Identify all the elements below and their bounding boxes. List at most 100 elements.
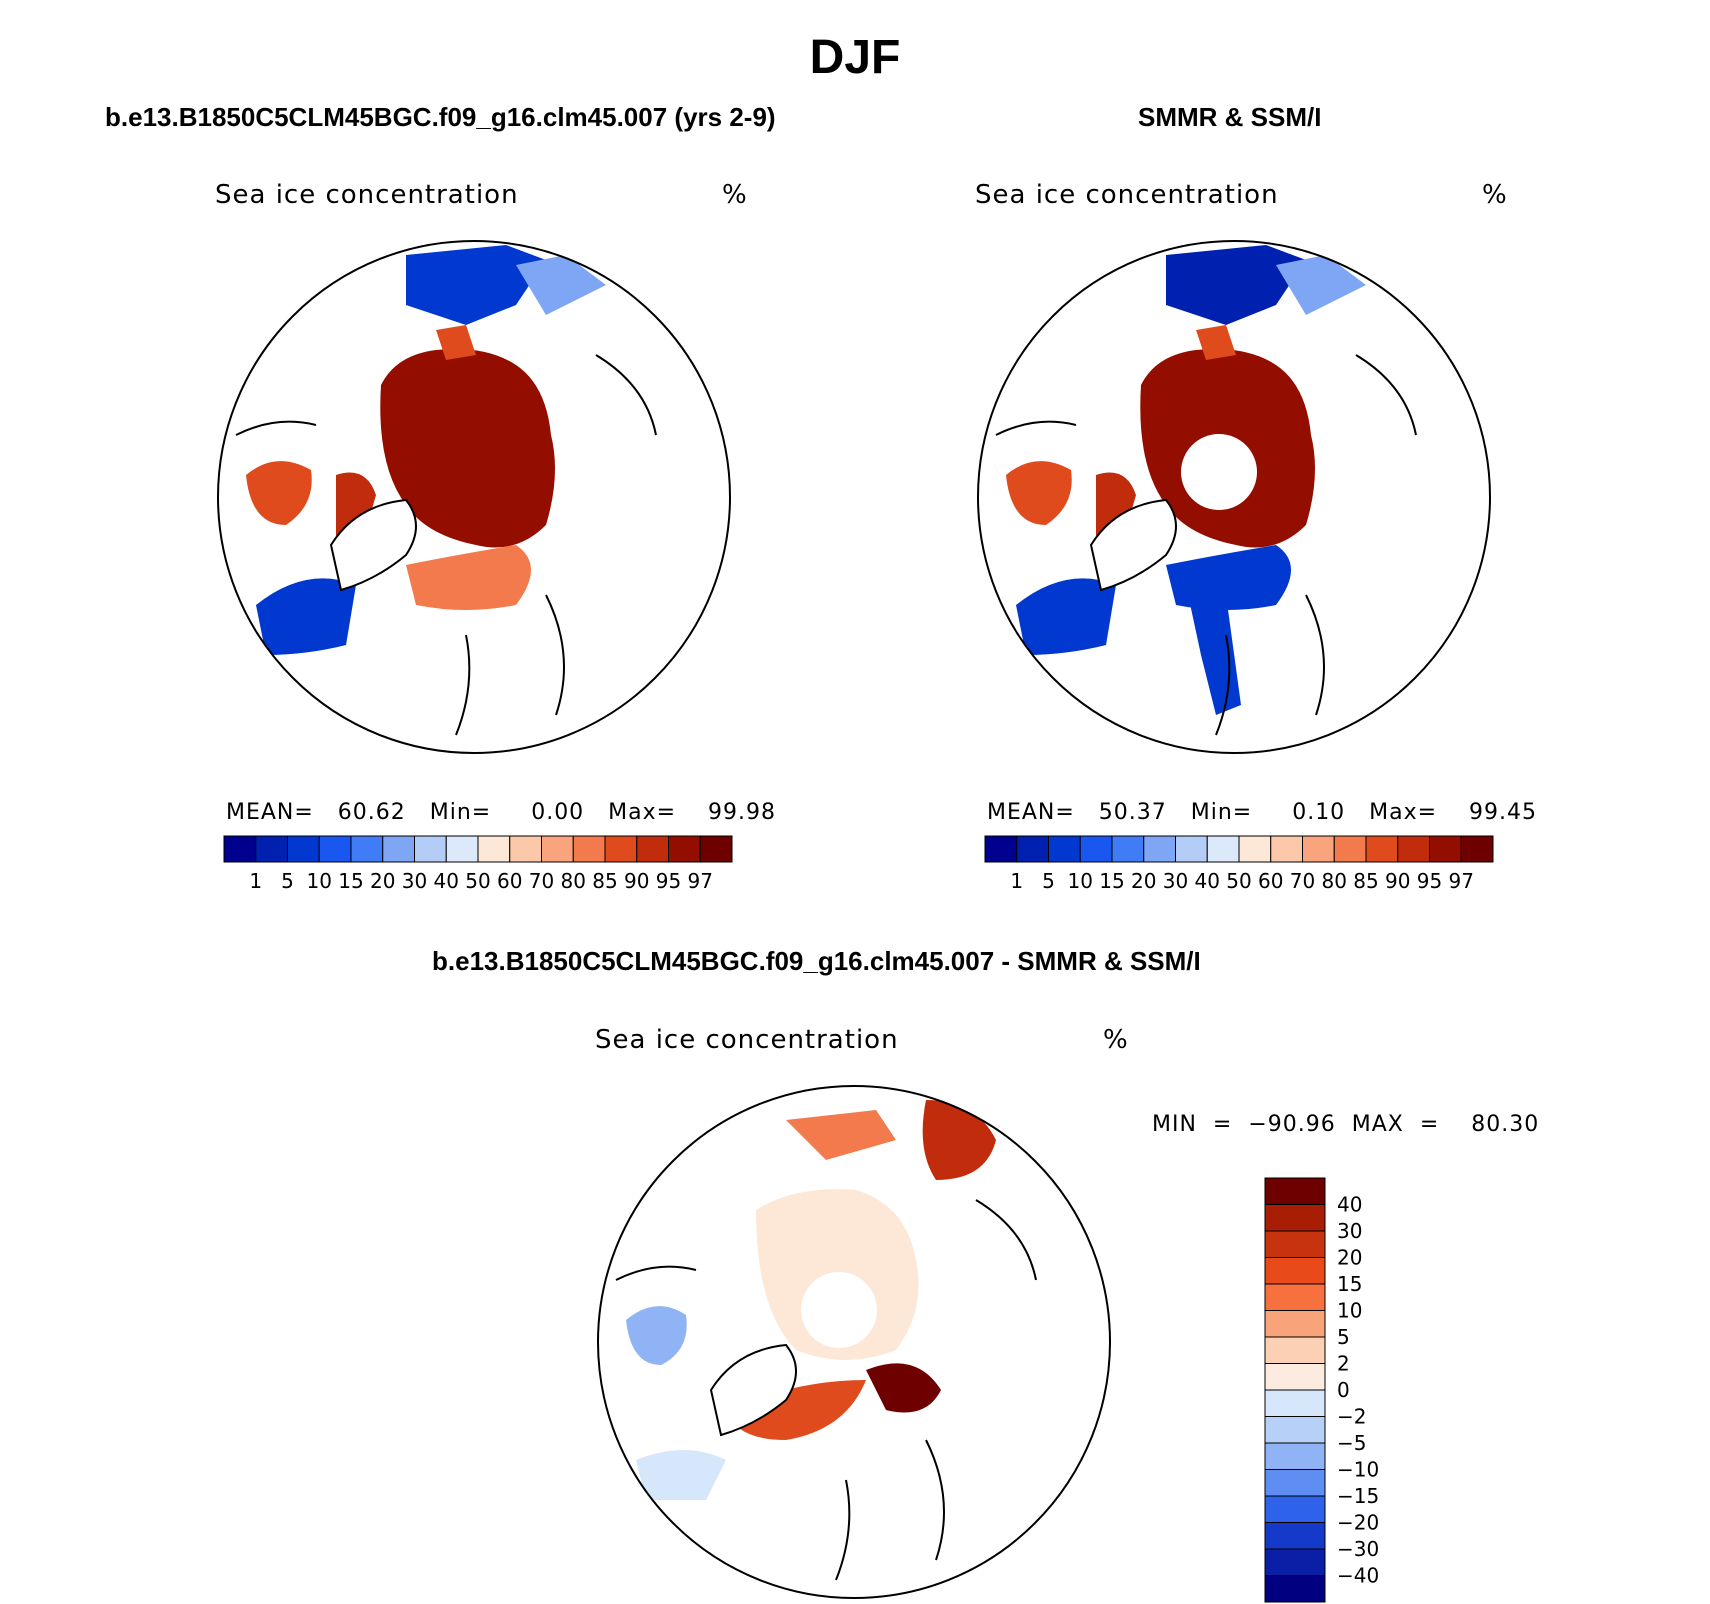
panel-2-chukchi-ice [1196, 325, 1236, 360]
panel-2-colorbar-box-12 [1365, 835, 1399, 863]
panel-1-colorbar-box-12 [604, 835, 638, 863]
panel-1-colorbar-tick-label: 80 [561, 869, 586, 893]
panel-1-colorbar-box-14 [668, 835, 701, 863]
panel-1-colorbar-tick-label: 97 [688, 869, 713, 893]
panel-2-colorbar-box-13 [1397, 835, 1430, 863]
panel-1-colorbar-tick-label: 50 [465, 869, 490, 893]
panel-1-title: b.e13.B1850C5CLM45BGC.f09_g16.clm45.007 … [105, 102, 776, 132]
panel-3-colorbar-tick-label: 40 [1337, 1193, 1362, 1217]
panel-1-colorbar-tick-label: 30 [402, 869, 427, 893]
panel-1-colorbar-tick-label: 85 [592, 869, 617, 893]
panel-2-greenland-sea-ice [1166, 545, 1291, 610]
panel-1-polar-map [217, 240, 731, 754]
panel-1-colorbar: 1 5 10 15 20 30 40 50 60 70 80 85 90 95 97 [223, 835, 733, 893]
panel-3-colorbar-box-5 [1264, 1310, 1326, 1338]
panel-2-okhotsk-ice [1276, 255, 1366, 315]
panel-3-colorbar-box-0 [1264, 1177, 1326, 1205]
figure-title: DJF [809, 31, 901, 84]
panel-3-colorbar-tick-label: 30 [1337, 1219, 1362, 1243]
panel-3-bering-diff [786, 1110, 896, 1160]
panel-3-pole-hole [801, 1272, 877, 1348]
panel-3-colorbar-tick-label: −2 [1337, 1405, 1366, 1429]
panel-3-hudson-bay-diff [626, 1306, 687, 1365]
panel-3-colorbar-box-15 [1264, 1575, 1326, 1603]
panel-2-colorbar-tick-label: 20 [1131, 869, 1156, 893]
panel-3-colorbar-tick-label: −10 [1337, 1458, 1379, 1482]
panel-3-polar-map [597, 1085, 1111, 1599]
panel-3-colorbar-box-12 [1264, 1495, 1326, 1523]
panel-2-hudson-bay-ice [1006, 461, 1072, 525]
panel-2-colorbar-tick-label: 50 [1226, 869, 1251, 893]
panel-1-colorbar-box-10 [541, 835, 574, 863]
panel-3-colorbar-box-7 [1264, 1363, 1326, 1391]
panel-3-barents-diff [866, 1363, 941, 1413]
panel-1-greenland-sea-ice [406, 545, 531, 610]
panel-3-colorbar-tick-label: 20 [1337, 1246, 1362, 1270]
panel-3-colorbar-box-3 [1264, 1257, 1326, 1285]
panel-1-colorbar-tick-label: 95 [656, 869, 681, 893]
panel-3-colorbar-box-4 [1264, 1283, 1326, 1311]
panel-2-colorbar-box-14 [1429, 835, 1462, 863]
panel-1-greenland-land [329, 498, 417, 592]
panel-3-colorbar-box-6 [1264, 1336, 1326, 1364]
panel-1-okhotsk-ice [516, 255, 606, 315]
panel-1-stats: MEAN= 60.62 Min= 0.00 Max= 99.98 [226, 800, 777, 825]
panel-3-colorbar-tick-label: −15 [1337, 1484, 1379, 1508]
panel-1-colorbar-tick-label: 15 [338, 869, 363, 893]
panel-2-colorbar-box-0 [984, 835, 1018, 863]
panel-1-colorbar-box-15 [699, 835, 733, 863]
panel-2-map-border [977, 240, 1491, 754]
panel-3-colorbar-box-9 [1264, 1416, 1326, 1444]
panel-2-colorbar-tick-label: 95 [1417, 869, 1442, 893]
panel-2-variable-label: Sea ice concentration [975, 180, 1279, 210]
panel-2-colorbar-tick-label: 60 [1258, 869, 1283, 893]
panel-2-title: SMMR & SSM/I [1138, 102, 1322, 132]
panel-2-units-label: % [1482, 180, 1508, 210]
panel-3-colorbar-tick-label: −30 [1337, 1537, 1379, 1561]
panel-2-greenland-land [1089, 498, 1177, 592]
panel-2-colorbar-tick-label: 85 [1353, 869, 1378, 893]
panel-3-units-label: % [1103, 1025, 1129, 1055]
panel-1-chukchi-ice [436, 325, 476, 360]
panel-1-colorbar-tick-label: 70 [529, 869, 554, 893]
panel-2-colorbar-tick-label: 97 [1449, 869, 1474, 893]
panel-1-colorbar-box-8 [477, 835, 511, 863]
panel-1-colorbar-tick-label: 5 [281, 869, 294, 893]
panel-3-colorbar-tick-label: 15 [1337, 1272, 1362, 1296]
panel-1-coastlines [235, 354, 657, 736]
panel-3-colorbar-tick-label: 2 [1337, 1352, 1350, 1376]
panel-3-colorbar-tick-label: 10 [1337, 1299, 1362, 1323]
panel-3-colorbar-tick-label: −20 [1337, 1511, 1379, 1535]
panel-2-colorbar-tick-label: 90 [1385, 869, 1410, 893]
panel-1-colorbar-box-0 [223, 835, 257, 863]
panel-3-colorbar-tick-label: 0 [1337, 1378, 1350, 1402]
panel-3-colorbar-tick-label: 5 [1337, 1325, 1350, 1349]
panel-2-labrador-sea [1016, 578, 1116, 655]
panel-1-colorbar-box-2 [287, 835, 320, 863]
panel-2-colorbar-box-11 [1333, 835, 1367, 863]
panel-2-colorbar-box-3 [1079, 835, 1113, 863]
panel-2-polar-map [977, 240, 1491, 754]
panel-3-colorbar-box-2 [1264, 1230, 1326, 1258]
panel-2-colorbar: 1 5 10 15 20 30 40 50 60 70 80 85 90 95 97 [984, 835, 1494, 893]
panel-2-colorbar-tick-label: 1 [1010, 869, 1023, 893]
panel-1-colorbar-tick-label: 1 [249, 869, 262, 893]
panel-1-hudson-bay-ice [246, 461, 312, 525]
panel-1-colorbar-box-6 [414, 835, 447, 863]
panel-2-colorbar-tick-label: 15 [1099, 869, 1124, 893]
panel-1-colorbar-box-5 [382, 835, 415, 863]
panel-2-colorbar-box-5 [1143, 835, 1176, 863]
panel-1-colorbar-box-1 [255, 835, 288, 863]
panel-2-colorbar-box-2 [1048, 835, 1081, 863]
panel-1-central-arctic-ice [380, 349, 555, 548]
panel-2-norwegian-sea [1186, 585, 1241, 715]
panel-1-colorbar-box-7 [445, 835, 479, 863]
panel-3-title: b.e13.B1850C5CLM45BGC.f09_g16.clm45.007 … [432, 946, 1201, 976]
panel-1-colorbar-box-4 [350, 835, 384, 863]
panel-1-map-border [217, 240, 731, 754]
panel-3-labrador-diff [636, 1450, 726, 1500]
panel-1-units-label: % [722, 180, 748, 210]
panel-2-colorbar-box-10 [1302, 835, 1335, 863]
panel-3-colorbar-box-1 [1264, 1204, 1326, 1232]
